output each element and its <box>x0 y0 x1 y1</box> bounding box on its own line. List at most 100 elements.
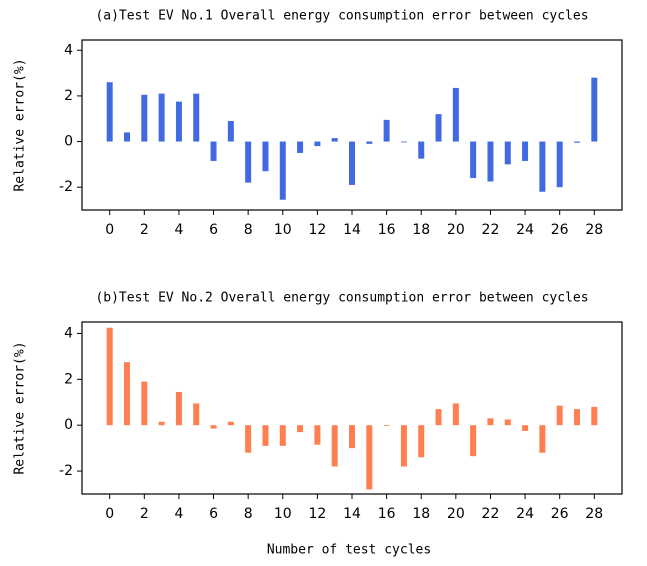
bar <box>400 425 407 467</box>
x-tick-label: 28 <box>585 506 603 522</box>
bar <box>124 362 130 426</box>
bar <box>556 141 563 188</box>
bar <box>539 141 546 192</box>
x-tick-label: 22 <box>482 506 500 522</box>
bar <box>227 121 234 142</box>
x-tick-label: 24 <box>516 222 534 238</box>
y-axis-label: Relative error(%) <box>13 58 28 191</box>
bar <box>175 101 182 142</box>
x-tick-label: 20 <box>447 506 465 522</box>
x-tick-label: 0 <box>105 506 114 522</box>
x-tick-label: 14 <box>343 506 361 522</box>
x-tick-label: 26 <box>551 506 569 522</box>
bar <box>297 425 304 433</box>
chart-title: (b)Test EV No.2 Overall energy consumpti… <box>95 291 588 306</box>
bar <box>245 425 252 453</box>
bar <box>262 141 269 172</box>
bar <box>262 425 269 446</box>
x-axis-label: Number of test cycles <box>267 543 431 558</box>
bar <box>504 141 511 165</box>
y-axis-label: Relative error(%) <box>13 341 28 474</box>
x-tick-label: 8 <box>244 222 253 238</box>
bar <box>522 141 529 161</box>
bar <box>418 425 425 458</box>
bar <box>435 114 442 142</box>
bar <box>418 141 425 159</box>
bar <box>366 141 373 144</box>
bar <box>245 141 252 183</box>
y-tick-label: -2 <box>59 463 73 479</box>
bar <box>210 425 217 429</box>
bar <box>487 141 494 182</box>
bar <box>331 425 338 467</box>
x-tick-label: 28 <box>585 222 603 238</box>
bar <box>141 381 148 426</box>
bar <box>574 409 580 426</box>
x-tick-label: 18 <box>412 506 430 522</box>
x-tick-label: 8 <box>244 506 253 522</box>
bar <box>349 141 355 185</box>
x-tick-label: 6 <box>209 506 218 522</box>
bar <box>470 141 477 179</box>
bar <box>556 405 563 426</box>
plot-frame <box>81 321 623 495</box>
bar <box>574 141 580 143</box>
bar <box>193 403 200 426</box>
y-tick-label: 0 <box>64 134 73 150</box>
x-tick-label: 26 <box>551 222 569 238</box>
bar <box>487 418 494 426</box>
x-tick-label: 18 <box>412 222 430 238</box>
bar <box>435 409 442 426</box>
plot-frame <box>81 39 623 211</box>
y-tick-label: 4 <box>64 42 73 58</box>
bar <box>158 93 165 142</box>
bar <box>452 403 459 426</box>
bar <box>504 419 511 426</box>
x-tick-label: 24 <box>516 506 534 522</box>
x-tick-label: 4 <box>174 506 183 522</box>
bar <box>591 77 598 142</box>
chart-title: (a)Test EV No.1 Overall energy consumpti… <box>95 9 588 24</box>
bar <box>349 425 355 449</box>
bar <box>366 425 373 490</box>
bar <box>158 421 165 426</box>
bar <box>297 141 304 153</box>
x-tick-label: 14 <box>343 222 361 238</box>
x-tick-label: 12 <box>308 506 326 522</box>
bar <box>314 425 321 445</box>
bar <box>400 141 407 143</box>
bar <box>106 82 113 142</box>
bar <box>314 141 321 147</box>
bar <box>383 425 390 426</box>
x-tick-label: 20 <box>447 222 465 238</box>
bar <box>539 425 546 453</box>
x-tick-label: 10 <box>274 222 292 238</box>
x-tick-label: 4 <box>174 222 183 238</box>
x-tick-label: 22 <box>482 222 500 238</box>
bar <box>141 94 148 142</box>
bar <box>383 119 390 142</box>
y-tick-label: -2 <box>59 179 73 195</box>
bar <box>210 141 217 161</box>
x-tick-label: 6 <box>209 222 218 238</box>
x-tick-label: 2 <box>140 506 149 522</box>
bar <box>193 93 200 142</box>
bar <box>452 87 459 142</box>
y-tick-label: 4 <box>64 325 73 341</box>
x-tick-label: 16 <box>378 506 396 522</box>
bar <box>227 421 234 426</box>
x-tick-label: 10 <box>274 506 292 522</box>
y-tick-label: 2 <box>64 88 73 104</box>
bar <box>124 132 130 142</box>
x-tick-label: 12 <box>308 222 326 238</box>
bar <box>470 425 477 457</box>
bar <box>175 391 182 426</box>
bar <box>591 406 598 426</box>
bar <box>522 425 529 431</box>
x-tick-label: 0 <box>105 222 114 238</box>
bar <box>106 327 113 426</box>
y-tick-label: 0 <box>64 417 73 433</box>
bar <box>279 141 286 200</box>
bar <box>279 425 286 446</box>
